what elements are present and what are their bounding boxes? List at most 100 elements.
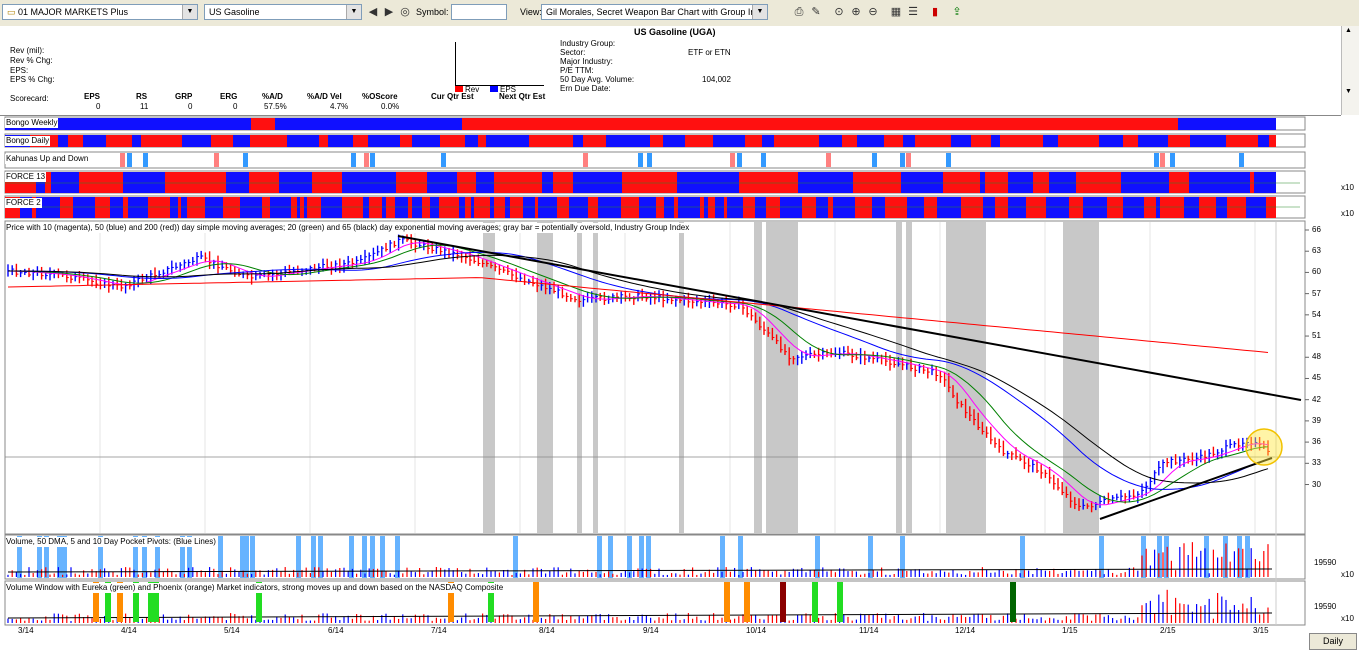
chevron-down-icon[interactable]: ▼: [182, 5, 197, 19]
force2-segment: [678, 197, 700, 218]
bongo-weekly-segment: [462, 118, 1178, 130]
view-combo[interactable]: Gil Morales, Secret Weapon Bar Chart wit…: [541, 4, 768, 20]
rev-label: Rev (mil):: [10, 46, 45, 55]
force2-segment: [1083, 197, 1107, 218]
force13-segment: [853, 172, 901, 193]
chart-title: US Gasoline (UGA): [634, 27, 716, 37]
pocket-pivot-line: [1141, 536, 1146, 578]
kahunas-tick: [364, 153, 369, 167]
kahunas-tick: [1154, 153, 1159, 167]
force2-segment: [223, 197, 240, 218]
info-scrollbar[interactable]: ▲ ▼: [1341, 26, 1359, 115]
x-axis-label: 8/14: [539, 626, 555, 635]
force2-segment: [412, 197, 422, 218]
pocket-pivot-line: [311, 536, 316, 578]
chevron-down-icon[interactable]: ▼: [752, 5, 767, 19]
scroll-up-icon[interactable]: ▲: [1345, 27, 1352, 34]
print-icon[interactable]: ⎙: [794, 6, 804, 18]
force2-segment: [307, 197, 321, 218]
eureka-marker: [133, 582, 139, 622]
force2-segment: [885, 197, 907, 218]
eureka-marker: [1010, 582, 1016, 622]
force13-segment: [279, 172, 312, 193]
kahunas-tick: [900, 153, 905, 167]
kahunas-label: Kahunas Up and Down: [5, 154, 90, 164]
grid-icon[interactable]: ▦: [890, 6, 902, 18]
force2-segment: [656, 197, 664, 218]
edit-icon[interactable]: ✎: [811, 6, 821, 18]
eureka-marker: [780, 582, 786, 622]
scorecard-value-rs: 11: [140, 102, 149, 111]
price-y-tick: 33: [1312, 458, 1321, 468]
bar-chart-icon[interactable]: ▮: [931, 6, 939, 18]
scorecard-value-erg: 0: [233, 102, 238, 111]
force2-scale: x10: [1341, 209, 1354, 218]
force2-segment: [471, 197, 474, 218]
back-icon[interactable]: ◀: [368, 6, 378, 18]
eureka-marker: [148, 582, 154, 622]
symbol-combo[interactable]: US Gasoline ▼: [204, 4, 362, 20]
pocket-pivot-line: [646, 536, 651, 578]
force2-segment: [459, 197, 465, 218]
force2-segment: [1266, 197, 1276, 218]
bongo-daily-segment: [440, 135, 465, 147]
force2-segment: [983, 197, 995, 218]
symbol-input[interactable]: [451, 4, 507, 20]
list-combo[interactable]: ▭ 01 MAJOR MARKETS Plus ▼: [2, 4, 198, 20]
force13-segment: [1033, 172, 1049, 193]
x-axis-label: 11/14: [859, 626, 879, 635]
zoom-in-icon[interactable]: ⊕: [851, 6, 861, 18]
binoculars-icon[interactable]: ◎: [400, 6, 410, 18]
force2-segment: [715, 197, 724, 218]
view-label: View:: [520, 7, 542, 17]
price-y-tick: 57: [1312, 288, 1321, 298]
kahunas-tick: [583, 153, 588, 167]
list-combo-value: 01 MAJOR MARKETS Plus: [18, 7, 129, 17]
zoom-out-icon[interactable]: ⊖: [868, 6, 878, 18]
force13-segment: [312, 172, 342, 193]
force2-segment: [262, 197, 270, 218]
force2-segment: [148, 197, 170, 218]
pocket-pivot-line: [1020, 536, 1025, 578]
indicator-icon[interactable]: ☰: [908, 6, 918, 18]
force2-segment: [170, 197, 178, 218]
bongo-daily-segment: [1168, 135, 1190, 147]
oversold-bar: [896, 222, 902, 533]
pocket-pivot-line: [1099, 536, 1104, 578]
zoom-icon[interactable]: ⊙: [834, 6, 844, 18]
bongo-daily-segment: [583, 135, 606, 147]
forward-icon[interactable]: ▶: [384, 6, 394, 18]
bongo-daily-segment: [368, 135, 400, 147]
scorecard-value-oscore: 0.0%: [381, 102, 400, 111]
bongo-daily-segment: [478, 135, 486, 147]
force2-segment: [621, 197, 639, 218]
volume-50dma-line: [7, 568, 1273, 573]
rev-legend-swatch: [455, 86, 463, 92]
price-panel-label: Price with 10 (magenta), 50 (blue) and 2…: [6, 223, 690, 233]
volume-panel-label: Volume, 50 DMA, 5 and 10 Day Pocket Pivo…: [6, 537, 216, 547]
bongo-daily-segment: [132, 135, 141, 147]
bongo-daily-segment: [762, 135, 774, 147]
eps-chg-label: EPS % Chg:: [10, 75, 55, 84]
chevron-down-icon[interactable]: ▼: [346, 5, 361, 19]
force2-segment: [1160, 197, 1184, 218]
scorecard-header-eps: EPS: [84, 92, 101, 101]
kahunas-tick: [638, 153, 643, 167]
export-icon[interactable]: ⇪: [952, 6, 962, 18]
cur-qtr-est: Cur Qtr Est: [431, 92, 474, 101]
kahunas-tick: [214, 153, 219, 167]
pe-ttm-label: P/E TTM:: [560, 66, 594, 75]
bongo-daily-segment: [400, 135, 412, 147]
force2-segment: [73, 197, 95, 218]
scorecard-header-grp: GRP: [175, 92, 193, 101]
folder-icon: ▭: [7, 7, 16, 17]
eureka-marker: [153, 582, 159, 622]
force13-segment: [36, 172, 45, 193]
scroll-down-icon[interactable]: ▼: [1345, 88, 1352, 95]
rev-chg-label: Rev % Chg:: [10, 56, 53, 65]
x-axis-label: 3/14: [18, 626, 34, 635]
period-daily-button[interactable]: Daily: [1309, 633, 1357, 650]
bongo-daily-label: Bongo Daily: [5, 136, 51, 146]
pocket-pivot-line: [218, 536, 223, 578]
scorecard-label: Scorecard:: [10, 94, 49, 103]
